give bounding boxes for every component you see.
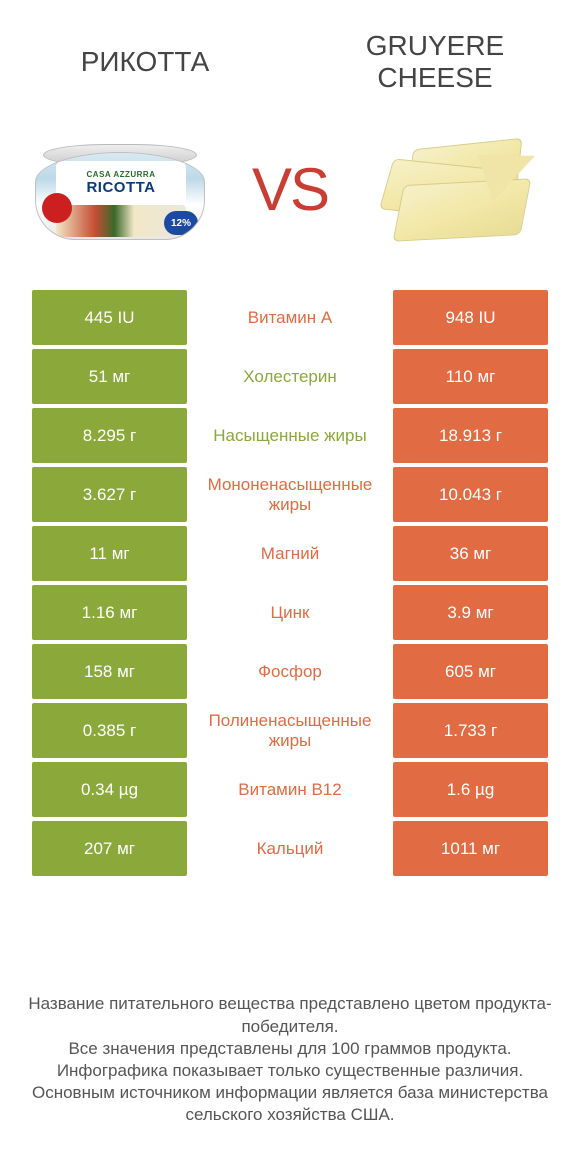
nutrient-name-cell: Фосфор (187, 644, 393, 699)
nutrient-name-cell: Кальций (187, 821, 393, 876)
ricotta-label-panel: CASA AZZURRA RICOTTA (56, 161, 186, 205)
right-value-cell: 36 мг (393, 526, 548, 581)
table-row: 1.16 мгЦинк3.9 мг (32, 585, 548, 640)
ricotta-brand-text: CASA AZZURRA (87, 170, 156, 179)
left-value-cell: 51 мг (32, 349, 187, 404)
ricotta-percent-badge: 12% (164, 211, 198, 235)
nutrient-name-cell: Насыщенные жиры (187, 408, 393, 463)
ricotta-product-word: RICOTTA (86, 179, 155, 196)
nutrient-name-cell: Цинк (187, 585, 393, 640)
table-row: 0.385 гПолиненасыщенные жиры1.733 г (32, 703, 548, 758)
right-value-cell: 948 IU (393, 290, 548, 345)
table-row: 207 мгКальций1011 мг (32, 821, 548, 876)
left-value-cell: 207 мг (32, 821, 187, 876)
nutrient-name-cell: Витамин B12 (187, 762, 393, 817)
vs-label: VS (252, 155, 328, 224)
left-value-cell: 0.385 г (32, 703, 187, 758)
nutrient-name-cell: Магний (187, 526, 393, 581)
left-value-cell: 445 IU (32, 290, 187, 345)
nutrient-name-cell: Витамин A (187, 290, 393, 345)
right-product-image (370, 119, 550, 259)
nutrient-name-cell: Полиненасыщенные жиры (187, 703, 393, 758)
right-value-cell: 18.913 г (393, 408, 548, 463)
footer-note: Название питательного вещества представл… (0, 993, 580, 1126)
left-value-cell: 1.16 мг (32, 585, 187, 640)
table-row: 8.295 гНасыщенные жиры18.913 г (32, 408, 548, 463)
left-product-title: РИКОТТА (30, 46, 260, 78)
left-value-cell: 8.295 г (32, 408, 187, 463)
left-value-cell: 11 мг (32, 526, 187, 581)
left-value-cell: 158 мг (32, 644, 187, 699)
right-value-cell: 1.6 µg (393, 762, 548, 817)
header: РИКОТТА GRUYERE CHEESE (0, 0, 580, 104)
left-product-image: CASA AZZURRA RICOTTA 12% (30, 119, 210, 259)
gruyere-illustration (380, 134, 540, 244)
ricotta-illustration: CASA AZZURRA RICOTTA 12% (35, 134, 205, 244)
right-value-cell: 1.733 г (393, 703, 548, 758)
table-row: 11 мгМагний36 мг (32, 526, 548, 581)
table-row: 3.627 гМононенасыщенные жиры10.043 г (32, 467, 548, 522)
left-value-cell: 3.627 г (32, 467, 187, 522)
right-value-cell: 110 мг (393, 349, 548, 404)
nutrient-name-cell: Холестерин (187, 349, 393, 404)
nutrient-name-cell: Мононенасыщенные жиры (187, 467, 393, 522)
table-row: 445 IUВитамин A948 IU (32, 290, 548, 345)
right-value-cell: 3.9 мг (393, 585, 548, 640)
ricotta-tub-shape: CASA AZZURRA RICOTTA 12% (35, 152, 205, 240)
table-row: 0.34 µgВитамин B121.6 µg (32, 762, 548, 817)
right-product-title: GRUYERE CHEESE (320, 30, 550, 94)
right-value-cell: 1011 мг (393, 821, 548, 876)
table-row: 158 мгФосфор605 мг (32, 644, 548, 699)
left-value-cell: 0.34 µg (32, 762, 187, 817)
table-row: 51 мгХолестерин110 мг (32, 349, 548, 404)
nutrient-comparison-table: 445 IUВитамин A948 IU51 мгХолестерин110 … (0, 284, 580, 876)
product-images-row: CASA AZZURRA RICOTTA 12% VS (0, 104, 580, 284)
right-value-cell: 605 мг (393, 644, 548, 699)
right-value-cell: 10.043 г (393, 467, 548, 522)
